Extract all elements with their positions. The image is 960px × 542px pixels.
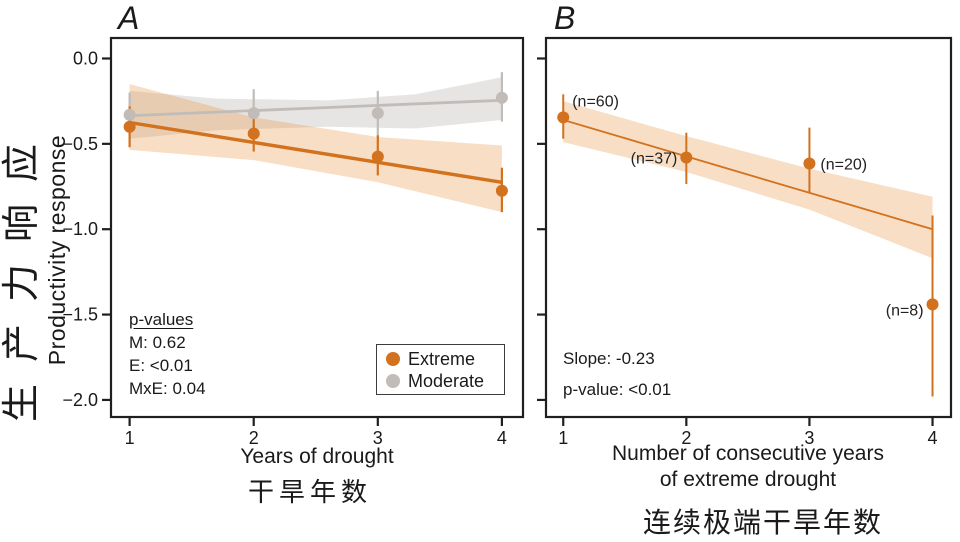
panel-a-plot: 1 2 3 4 0.0 −0.5 −1.0 −1.5 −2.0 <box>62 36 525 448</box>
trend-line-extreme <box>562 119 933 231</box>
panel-a-xlabel-chinese: 干旱年数 <box>247 478 372 507</box>
legend-row-extreme: Extreme <box>386 348 496 370</box>
panel-a-xlabel-english: Years of drought <box>240 445 394 468</box>
pvalue-e: E: <0.01 <box>129 356 193 375</box>
panel-b-xlabel-english: Number of consecutive years of extreme d… <box>568 441 928 493</box>
y-axis-label-english: Productivity response <box>44 134 70 366</box>
pvalue-text: p-value: <0.01 <box>563 380 672 399</box>
panel-b-xlabel-line2: of extreme drought <box>659 468 837 491</box>
y-tick-label: −1.5 <box>62 305 98 325</box>
legend-row-moderate: Moderate <box>386 370 496 392</box>
panel-b-plot: (n=60) (n=37) (n=20) (n=8) 1 2 3 4 <box>537 36 953 448</box>
y-axis-label-chinese: 生产力响应 <box>1 122 43 423</box>
legend-label-extreme: Extreme <box>408 348 476 369</box>
x-tick-label: 2 <box>249 428 259 448</box>
slope-text: Slope: -0.23 <box>563 349 655 368</box>
moderate-dot-icon <box>386 374 400 388</box>
panel-a-pvalues-block: p-values M: 0.62 E: <0.01 MxE: 0.04 <box>129 308 206 400</box>
data-point-moderate <box>495 91 508 104</box>
ci-band-extreme <box>563 101 933 259</box>
pvalue-m: M: 0.62 <box>129 333 186 352</box>
trend-line-extreme <box>129 120 503 184</box>
y-tick-label: −1.0 <box>62 219 98 239</box>
panel-a-letter: A <box>118 0 140 36</box>
data-point-extreme <box>803 157 816 170</box>
data-point-moderate <box>123 108 136 121</box>
data-point-extreme <box>247 127 260 140</box>
data-point-extreme <box>680 151 693 164</box>
data-point-extreme <box>371 150 384 163</box>
x-tick-label: 2 <box>681 428 691 448</box>
n-label: (n=8) <box>886 302 924 319</box>
data-point-moderate <box>247 107 260 120</box>
legend: Extreme Moderate <box>376 344 505 395</box>
y-tick-label: −0.5 <box>62 134 98 154</box>
panel-b-xlabel-chinese: 连续极端干旱年数 <box>642 508 883 539</box>
x-tick-label: 3 <box>373 428 383 448</box>
n-label: (n=20) <box>820 156 867 173</box>
data-point-extreme <box>926 298 939 311</box>
x-tick-label: 4 <box>928 428 938 448</box>
x-tick-label: 1 <box>125 428 135 448</box>
panel-b-frame <box>544 36 953 419</box>
x-tick-label: 1 <box>558 428 568 448</box>
legend-label-moderate: Moderate <box>408 370 485 391</box>
x-tick-label: 4 <box>497 428 507 448</box>
y-tick-label: 0.0 <box>73 48 98 68</box>
panel-b-stats-block: Slope: -0.23 p-value: <0.01 <box>563 343 671 405</box>
data-point-moderate <box>371 107 384 120</box>
pvalue-mxe: MxE: 0.04 <box>129 379 206 398</box>
y-tick-label: −2.0 <box>62 390 98 410</box>
extreme-dot-icon <box>386 352 400 366</box>
n-label: (n=60) <box>572 93 619 110</box>
data-point-extreme <box>557 111 570 124</box>
panel-b-xlabel-line1: Number of consecutive years <box>612 442 884 465</box>
panel-b-letter: B <box>554 0 576 36</box>
ci-band-extreme <box>129 84 502 213</box>
panel-a-frame <box>109 36 525 419</box>
pvalues-heading: p-values <box>129 310 194 329</box>
x-tick-label: 3 <box>804 428 814 448</box>
trend-line-moderate <box>129 98 502 118</box>
data-point-extreme <box>495 184 508 197</box>
n-label: (n=37) <box>631 151 678 168</box>
data-point-extreme <box>123 120 136 133</box>
